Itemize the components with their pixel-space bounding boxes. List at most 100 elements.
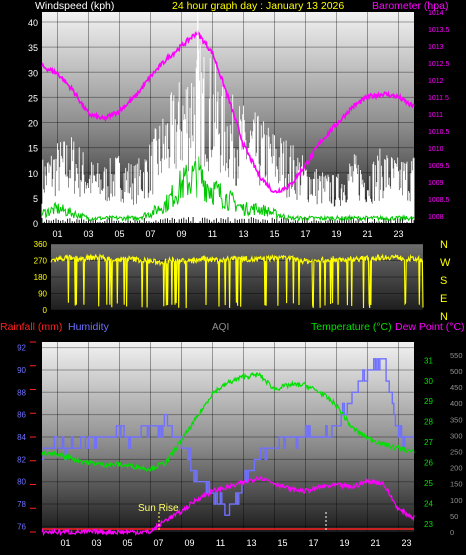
temperature-x-tick-label: 15	[277, 538, 287, 548]
barometer-tick-label: 1012	[428, 78, 444, 85]
compass-n-top: N	[440, 239, 448, 251]
wind-tick-label: 0	[33, 219, 38, 229]
barometer-tick-label: 1011.5	[428, 95, 449, 102]
windspeed-axis-title: Windspeed (kph)	[35, 0, 114, 12]
aqi-tick-label: 500	[450, 367, 463, 376]
wind-direction-trace	[50, 253, 424, 309]
humidity-tick-label: 80	[17, 478, 26, 487]
wind-x-tick-label: 05	[114, 229, 124, 239]
barometer-tick-label: 1009.5	[428, 163, 450, 170]
barometer-tick-label: 1011	[428, 112, 443, 119]
wind-x-tick-label: 01	[52, 229, 62, 239]
aqi-tick-label: 550	[450, 351, 463, 360]
compass-n-bottom: N	[440, 311, 448, 323]
barometer-tick-label: 1013	[428, 44, 444, 51]
wind-x-tick-label: 03	[83, 229, 93, 239]
temperature-tick-label: 31	[424, 356, 433, 365]
wind-series	[41, 12, 415, 223]
wind-x-tick-label: 19	[331, 229, 341, 239]
wind-calm-marks	[41, 217, 415, 223]
barometer-line	[41, 28, 415, 194]
humidity-tick-label: 78	[17, 500, 26, 509]
aqi-tick-label: 0	[450, 528, 454, 537]
direction-series	[50, 253, 424, 309]
temperature-tick-label: 27	[424, 438, 433, 447]
wind-x-tick-label: 15	[269, 229, 279, 239]
wind-tick-label: 10	[28, 169, 38, 179]
wind-x-tick-label: 07	[145, 229, 155, 239]
humidity-tick-label: 90	[17, 366, 26, 375]
wind-tick-label: 5	[33, 194, 38, 204]
wind-tick-label: 30	[28, 68, 38, 78]
aqi-tick-label: 200	[450, 464, 463, 473]
barometer-axis-title: Barometer (hpa)	[372, 0, 448, 12]
wind-tick-label: 40	[28, 18, 38, 28]
temperature-tick-label: 28	[424, 418, 433, 427]
temperature-grid	[42, 342, 414, 532]
aqi-tick-label: 450	[450, 383, 463, 392]
aqi-tick-label: 350	[450, 415, 463, 424]
temperature-line	[41, 371, 415, 472]
temperature-x-tick-label: 07	[153, 538, 163, 548]
barometer-tick-label: 1010	[428, 146, 444, 153]
temperature-x-tick-label: 03	[91, 538, 101, 548]
direction-tick-label: 0	[43, 306, 48, 315]
dewpoint-axis-title: Dew Point (°C)	[395, 321, 465, 333]
temperature-x-tick-label: 01	[60, 538, 70, 548]
wind-x-tick-label: 09	[176, 229, 186, 239]
barometer-tick-label: 1008.5	[428, 197, 450, 204]
graph-date-title: 24 hour graph day : January 13 2026	[172, 0, 344, 12]
wind-tick-label: 20	[28, 119, 38, 129]
temperature-tick-label: 26	[424, 459, 433, 468]
humidity-tick-label: 88	[17, 388, 26, 397]
temperature-x-tick-label: 17	[308, 538, 318, 548]
aqi-tick-label: 250	[450, 447, 463, 456]
aqi-tick-label: 150	[450, 480, 463, 489]
aqi-tick-label: 100	[450, 496, 463, 505]
wind-tick-label: 15	[28, 144, 38, 154]
aqi-axis-title: AQI	[212, 322, 229, 333]
compass-w: W	[440, 257, 451, 269]
rainfall-axis-title: Rainfall (mm)	[0, 321, 62, 333]
wind-x-tick-label: 17	[300, 229, 310, 239]
aqi-tick-label: 50	[450, 512, 458, 521]
direction-tick-label: 360	[34, 240, 48, 249]
temperature-x-tick-label: 11	[216, 538, 225, 548]
temperature-tick-label: 30	[424, 377, 433, 386]
humidity-tick-label: 92	[17, 344, 26, 353]
temperature-series	[41, 358, 415, 537]
temperature-axis-title: Temperature (°C)	[311, 321, 392, 333]
humidity-line	[42, 358, 414, 516]
temperature-x-tick-label: 09	[184, 538, 194, 548]
humidity-tick-label: 84	[17, 433, 26, 442]
compass-e: E	[440, 293, 447, 305]
humidity-tick-label: 82	[17, 455, 26, 464]
wind-x-tick-label: 11	[208, 229, 217, 239]
temperature-x-tick-label: 23	[401, 538, 411, 548]
barometer-tick-label: 1014	[428, 10, 444, 17]
temperature-tick-label: 25	[424, 479, 433, 488]
aqi-tick-label: 400	[450, 399, 463, 408]
wind-x-tick-label: 13	[238, 229, 248, 239]
temperature-tick-label: 23	[424, 520, 433, 529]
direction-tick-label: 90	[38, 290, 47, 299]
wind-average-line	[41, 156, 415, 223]
temperature-x-tick-label: 21	[370, 538, 380, 548]
barometer-tick-label: 1013.5	[428, 27, 450, 34]
compass-s: S	[440, 275, 447, 287]
barometer-tick-label: 1009	[428, 180, 444, 187]
temperature-x-tick-label: 05	[122, 538, 132, 548]
temperature-tick-label: 24	[424, 499, 433, 508]
temperature-x-tick-label: 19	[339, 538, 349, 548]
direction-tick-label: 180	[34, 273, 48, 282]
humidity-axis-title: Humidity	[68, 321, 110, 333]
compass-labels: N W S E N	[440, 239, 451, 323]
wind-x-tick-label: 21	[362, 229, 372, 239]
sunrise-label: Sun Rise	[138, 503, 179, 514]
temperature-x-tick-label: 13	[246, 538, 256, 548]
wind-tick-label: 25	[28, 93, 38, 103]
wind-tick-label: 35	[28, 43, 38, 53]
direction-tick-label: 270	[34, 257, 48, 266]
humidity-tick-label: 76	[17, 522, 26, 531]
